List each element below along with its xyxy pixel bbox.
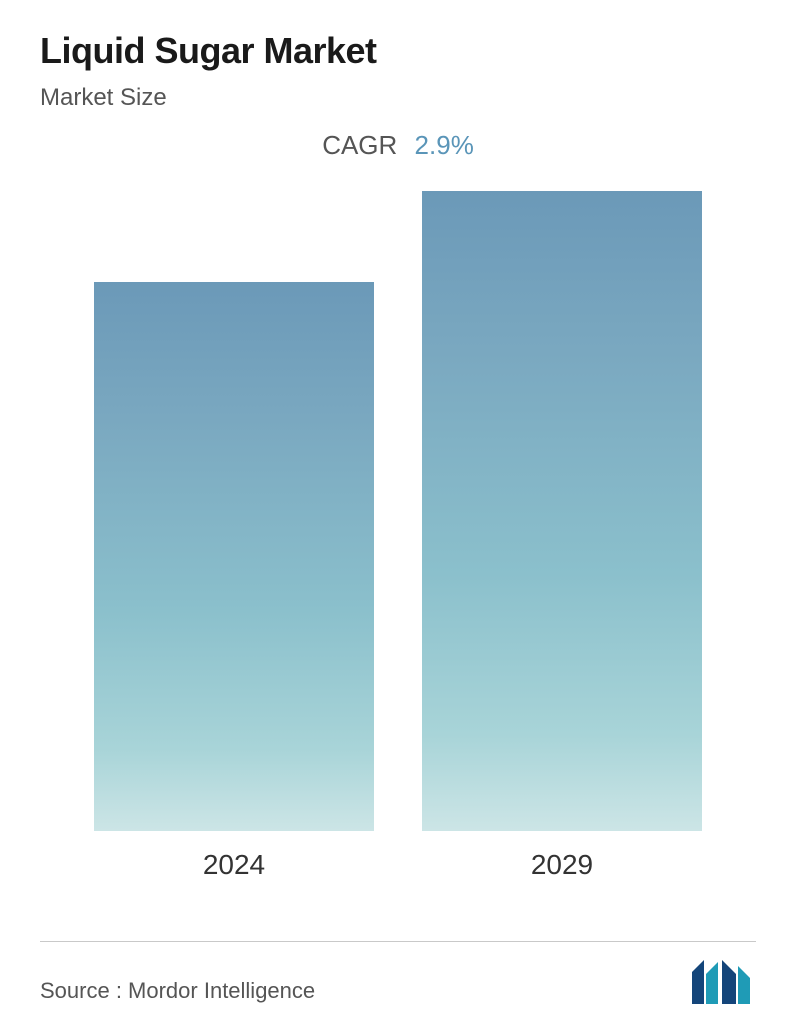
bar-2024 (94, 282, 374, 831)
chart-area: 2024 2029 (40, 171, 756, 891)
bar-group-2024 (94, 282, 374, 831)
chart-subtitle: Market Size (40, 84, 756, 112)
x-label-0: 2024 (94, 849, 374, 881)
footer: Source : Mordor Intelligence (40, 941, 756, 1004)
cagr-value: 2.9% (415, 130, 474, 160)
x-label-1: 2029 (422, 849, 702, 881)
mn-logo-icon (692, 960, 756, 1004)
bar-2029 (422, 191, 702, 831)
bars-container (40, 191, 756, 831)
bar-group-2029 (422, 191, 702, 831)
cagr-label: CAGR (322, 130, 397, 160)
source-text: Source : Mordor Intelligence (40, 978, 315, 1004)
cagr-row: CAGR 2.9% (40, 130, 756, 161)
x-axis-labels: 2024 2029 (40, 849, 756, 881)
chart-title: Liquid Sugar Market (40, 30, 756, 72)
